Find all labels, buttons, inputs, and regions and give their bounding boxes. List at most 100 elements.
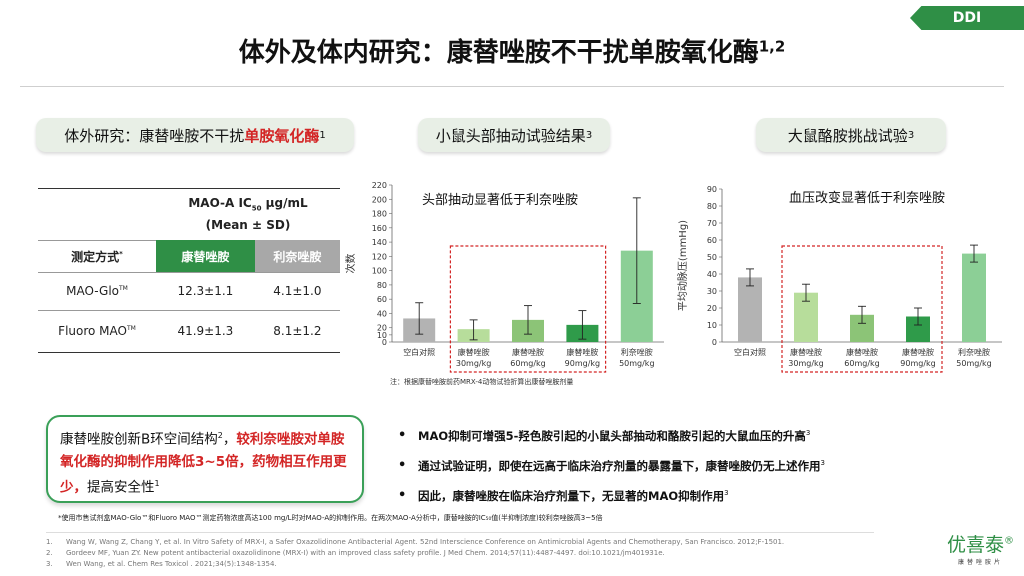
highlight-box	[781, 245, 943, 373]
ref-item: 3. Wen Wang, et al. Chem Res Toxicol . 20…	[46, 559, 784, 570]
chart-title: 头部抽动显著低于利奈唑胺	[422, 192, 578, 208]
y-tick-label: 90	[707, 185, 717, 194]
y-tick-label: 0	[712, 338, 717, 347]
ref-item: 2. Gordeev MF, Yuan ZY. New potent antiba…	[46, 548, 784, 559]
logo-sub: 康替唑胺片	[957, 559, 1003, 566]
y-tick-label: 10	[377, 331, 387, 340]
row-method: MAO-GloTM	[38, 272, 156, 310]
header-ic-sub: 50	[251, 204, 262, 213]
x-tick-label: 利奈唑胺	[621, 347, 653, 357]
table-row: MAO-GloTM 12.3±1.1 4.1±1.0	[38, 272, 340, 310]
title-sup: 1,2	[758, 37, 786, 56]
ref-text: Wang W, Wang Z, Chang Y, et al. In Vitro…	[66, 538, 785, 546]
y-tick-label: 60	[707, 236, 717, 245]
method-label-text: 测定方式	[71, 249, 120, 264]
y-tick-label: 10	[707, 321, 717, 330]
y-tick-label: 220	[372, 181, 387, 190]
row-method-text: Fluoro MAO	[58, 324, 127, 339]
ref-item: 1. Wang W, Wang Z, Chang Y, et al. In Vit…	[46, 537, 784, 548]
bullet-sup: 3	[724, 489, 729, 498]
highlight-box	[449, 245, 607, 373]
ddi-tag: DDI	[910, 6, 1024, 30]
y-tick-label: 40	[707, 270, 717, 279]
x-tick-label: 康替唑胺	[790, 347, 822, 357]
ref-num: 2.	[46, 549, 53, 557]
title-text: 体外及体内研究：康替唑胺不干扰单胺氧化酶	[238, 38, 759, 68]
ref-num: 3.	[46, 560, 53, 568]
y-tick-label: 100	[372, 267, 387, 276]
table-row: Fluoro MAOTM 41.9±1.3 8.1±1.2	[38, 310, 340, 353]
callout-p1-sup: 2	[217, 431, 223, 440]
row-value-linezolid: 4.1±1.0	[273, 284, 322, 299]
y-tick-label: 200	[372, 195, 387, 204]
table-header: MAO-A IC50 μg/mL (Mean ± SD)	[156, 189, 340, 241]
bullet-item: 通过试验证明，即使在远高于临床治疗剂量的暴露量下，康替唑胺仍无上述作用3	[398, 458, 825, 474]
method-label: 测定方式*	[38, 239, 156, 273]
table-corner	[38, 189, 156, 241]
y-tick-label: 20	[377, 324, 387, 333]
row-method-text: MAO-Glo	[66, 284, 120, 299]
x-tick-label: 90mg/kg	[900, 359, 935, 368]
logo-mark: ®	[1004, 535, 1014, 547]
bullet-sup: 3	[820, 459, 825, 468]
bullet-item: MAO抑制可增强5-羟色胺引起的小鼠头部抽动和酪胺引起的大鼠血压的升高3	[398, 428, 825, 444]
ref-text: Wen Wang, et al. Chem Res Toxicol . 2021…	[66, 560, 277, 568]
y-tick-label: 160	[372, 224, 387, 233]
y-axis-label: 次数	[344, 254, 357, 274]
y-tick-label: 120	[372, 252, 387, 261]
header-mean: (Mean ± SD)	[205, 218, 291, 233]
callout-p2: ，	[222, 431, 237, 448]
bar	[962, 253, 986, 342]
x-tick-label: 30mg/kg	[456, 359, 491, 368]
rat-heading-label: 大鼠酪胺挑战试验	[787, 126, 908, 145]
row-method: Fluoro MAOTM	[38, 310, 156, 352]
y-tick-label: 50	[707, 253, 717, 262]
x-tick-label: 空白对照	[403, 347, 435, 357]
callout-red: 较利奈唑胺对单胺氧化酶的抑制作用降低3~5倍，药物相互作用更少，	[60, 431, 347, 496]
x-tick-label: 60mg/kg	[844, 359, 879, 368]
x-tick-label: 空白对照	[734, 347, 766, 357]
callout-p3: 提高安全性	[87, 479, 155, 495]
callout-p1: 康替唑胺创新B环空间结构	[60, 431, 218, 448]
x-tick-label: 90mg/kg	[565, 359, 600, 368]
x-tick-label: 50mg/kg	[956, 359, 991, 368]
y-tick-label: 80	[707, 202, 717, 211]
x-tick-label: 60mg/kg	[510, 359, 545, 368]
brand-logo: 优喜泰® 康替唑胺片	[947, 530, 1014, 566]
mouse-heading-label: 小鼠头部抽动试验结果	[435, 126, 586, 145]
y-tick-label: 20	[707, 304, 717, 313]
callout-p3-sup: 1	[154, 478, 160, 488]
x-tick-label: 康替唑胺	[902, 347, 934, 357]
x-tick-label: 康替唑胺	[458, 347, 490, 357]
page-title: 体外及体内研究：康替唑胺不干扰单胺氧化酶1,2	[0, 32, 1024, 69]
mao-table: MAO-A IC50 μg/mL (Mean ± SD) 测定方式* 康替唑胺 …	[38, 188, 340, 353]
blood-pressure-chart: 平均动脉压(mmHg) 0 10 20 30 40 50 60 70 80 90 血压改变显著低于利奈…	[676, 185, 1002, 373]
bullet-text: 因此，康替唑胺在临床治疗剂量下，无显著的MAO抑制作用	[418, 489, 725, 503]
logo-main-text: 优喜泰	[946, 534, 1004, 556]
y-tick-label: 0	[382, 338, 387, 347]
y-axis-label: 平均动脉压(mmHg)	[676, 220, 689, 311]
bullet-item: 因此，康替唑胺在临床治疗剂量下，无显著的MAO抑制作用3	[398, 488, 825, 504]
header-unit: μg/mL	[261, 196, 308, 210]
chart-title: 血压改变显著低于利奈唑胺	[789, 190, 945, 206]
ref-num: 1.	[46, 538, 53, 546]
header-ic: MAO-A IC	[188, 196, 252, 210]
mouse-heading: 小鼠头部抽动试验结果 3	[418, 118, 610, 152]
row-value-linezolid: 8.1±1.2	[273, 324, 322, 339]
in-vitro-sup: 1	[319, 129, 326, 141]
row-value-contezolid: 41.9±1.3	[177, 324, 234, 339]
method-label-sup: *	[119, 249, 123, 258]
footnote: *使用市售试剂盒MAO-Glo™和Fluoro MAO™测定药物浓度高达100 …	[58, 514, 603, 522]
y-tick-label: 80	[377, 281, 387, 290]
in-vitro-heading: 体外研究：康替唑胺不干扰 单胺氧化酶 1	[36, 118, 354, 152]
ref-text: Gordeev MF, Yuan ZY. New potent antibact…	[66, 549, 665, 557]
y-tick-label: 30	[707, 287, 717, 296]
in-vitro-highlight: 单胺氧化酶	[244, 126, 320, 145]
divider	[46, 532, 874, 533]
logo-main: 优喜泰®	[947, 530, 1014, 557]
bullet-text: 通过试验证明，即使在远高于临床治疗剂量的暴露量下，康替唑胺仍无上述作用	[418, 459, 821, 473]
row-method-tm: TM	[126, 325, 136, 333]
col-contezolid: 康替唑胺	[156, 240, 255, 273]
y-tick-label: 180	[372, 210, 387, 219]
